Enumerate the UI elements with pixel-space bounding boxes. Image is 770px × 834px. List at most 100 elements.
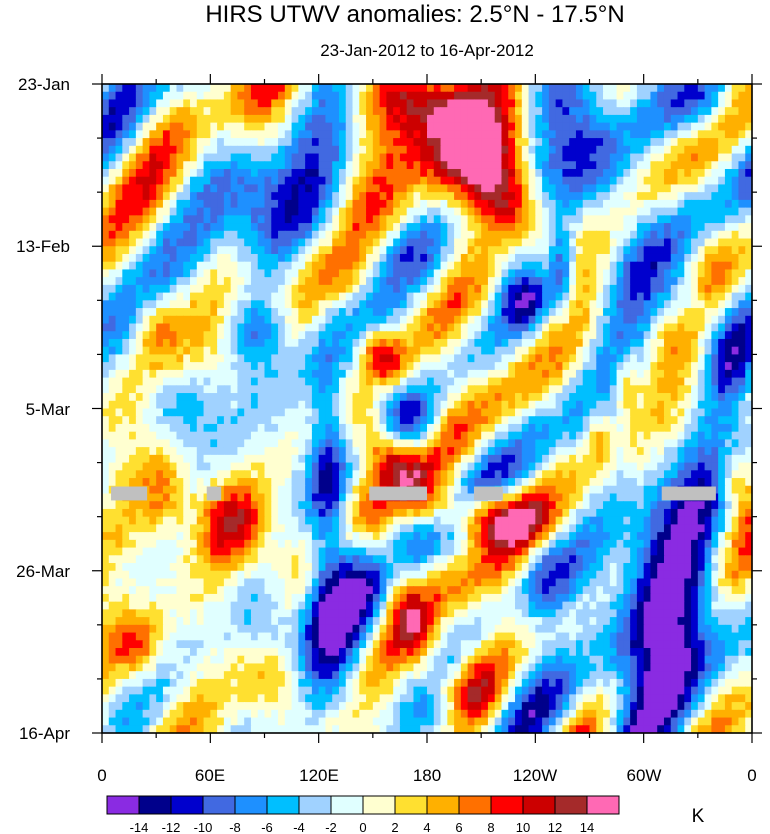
heatmap-cell <box>616 91 624 101</box>
heatmap-cell <box>284 331 293 340</box>
heatmap-cell <box>650 145 658 155</box>
heatmap-cell <box>575 161 584 170</box>
heatmap-cell <box>108 431 117 441</box>
heatmap-cell <box>704 308 712 317</box>
heatmap-cell <box>203 277 211 286</box>
heatmap-cell <box>474 138 482 147</box>
heatmap-cell <box>318 300 327 309</box>
heatmap-cell <box>142 315 150 325</box>
heatmap-cell <box>135 400 144 410</box>
heatmap-cell <box>467 431 475 441</box>
heatmap-cell <box>379 431 387 441</box>
heatmap-cell <box>142 354 150 363</box>
heatmap-cell <box>413 462 421 471</box>
heatmap-cell <box>102 362 110 371</box>
heatmap-cell <box>684 138 692 147</box>
heatmap-cell <box>704 454 712 464</box>
heatmap-cell <box>427 478 435 487</box>
heatmap-cell <box>196 331 205 340</box>
heatmap-cell <box>413 423 421 433</box>
heatmap-cell <box>379 470 387 479</box>
heatmap-cell <box>677 91 685 101</box>
heatmap-cell <box>102 230 110 240</box>
heatmap-cell <box>332 400 340 410</box>
heatmap-cell <box>670 462 679 471</box>
heatmap-cell <box>386 145 394 155</box>
heatmap-cell <box>332 261 340 271</box>
heatmap-cell <box>711 84 719 93</box>
heatmap-cell <box>670 269 679 278</box>
heatmap-cell <box>494 277 503 286</box>
heatmap-cell <box>447 470 455 479</box>
heatmap-cell <box>257 423 266 433</box>
heatmap-cell <box>291 284 299 294</box>
heatmap-cell <box>481 122 489 131</box>
heatmap-cell <box>352 393 360 402</box>
heatmap-cell <box>115 246 123 255</box>
heatmap-cell <box>406 377 415 386</box>
heatmap-cell <box>115 408 123 417</box>
heatmap-cell <box>609 215 618 224</box>
heatmap-cell <box>156 470 164 479</box>
heatmap-cell <box>311 84 320 93</box>
heatmap-cell <box>460 416 469 425</box>
heatmap-cell <box>433 354 442 363</box>
heatmap-cell <box>582 253 591 263</box>
heatmap-cell <box>332 346 340 356</box>
heatmap-cell <box>210 130 218 139</box>
heatmap-cell <box>433 470 442 479</box>
heatmap-cell <box>569 385 577 394</box>
heatmap-cell <box>217 385 225 394</box>
heatmap-cell <box>223 408 232 417</box>
heatmap-cell <box>379 176 387 186</box>
heatmap-cell <box>589 138 597 147</box>
heatmap-cell <box>467 478 475 487</box>
heatmap-cell <box>156 238 164 247</box>
heatmap-cell <box>190 277 198 286</box>
heatmap-cell <box>704 462 712 471</box>
heatmap-cell <box>433 138 442 147</box>
heatmap-cell <box>582 107 591 116</box>
heatmap-cell <box>643 161 652 170</box>
heatmap-cell <box>102 308 110 317</box>
heatmap-cell <box>528 253 536 263</box>
heatmap-cell <box>521 478 530 487</box>
heatmap-cell <box>284 176 293 186</box>
heatmap-cell <box>278 168 286 178</box>
heatmap-cell <box>399 308 408 317</box>
heatmap-cell <box>711 130 719 139</box>
heatmap-cell <box>190 323 198 332</box>
heatmap-cell <box>176 138 184 147</box>
heatmap-cell <box>420 315 428 325</box>
heatmap-cell <box>643 447 652 456</box>
heatmap-cell <box>731 269 740 278</box>
heatmap-cell <box>454 153 462 162</box>
heatmap-cell <box>731 277 740 286</box>
heatmap-cell <box>623 107 631 116</box>
heatmap-cell <box>372 323 381 332</box>
heatmap-cell <box>135 470 144 479</box>
heatmap-cell <box>596 145 604 155</box>
heatmap-cell <box>230 377 239 386</box>
heatmap-cell <box>284 400 293 410</box>
heatmap-cell <box>704 138 712 147</box>
heatmap-cell <box>460 184 469 193</box>
heatmap-cell <box>501 277 509 286</box>
heatmap-cell <box>115 223 123 232</box>
heatmap-cell <box>264 230 272 240</box>
heatmap-cell <box>108 331 117 340</box>
heatmap-cell <box>555 323 564 332</box>
heatmap-cell <box>237 284 245 294</box>
heatmap-cell <box>332 331 340 340</box>
heatmap-cell <box>250 470 259 479</box>
heatmap-cell <box>291 176 299 186</box>
heatmap-cell <box>318 439 327 448</box>
heatmap-cell <box>372 176 381 186</box>
heatmap-cell <box>399 423 408 433</box>
heatmap-cell <box>169 277 178 286</box>
heatmap-cell <box>731 138 740 147</box>
heatmap-cell <box>447 91 455 101</box>
heatmap-cell <box>555 91 564 101</box>
heatmap-cell <box>684 354 692 363</box>
heatmap-cell <box>630 323 638 332</box>
